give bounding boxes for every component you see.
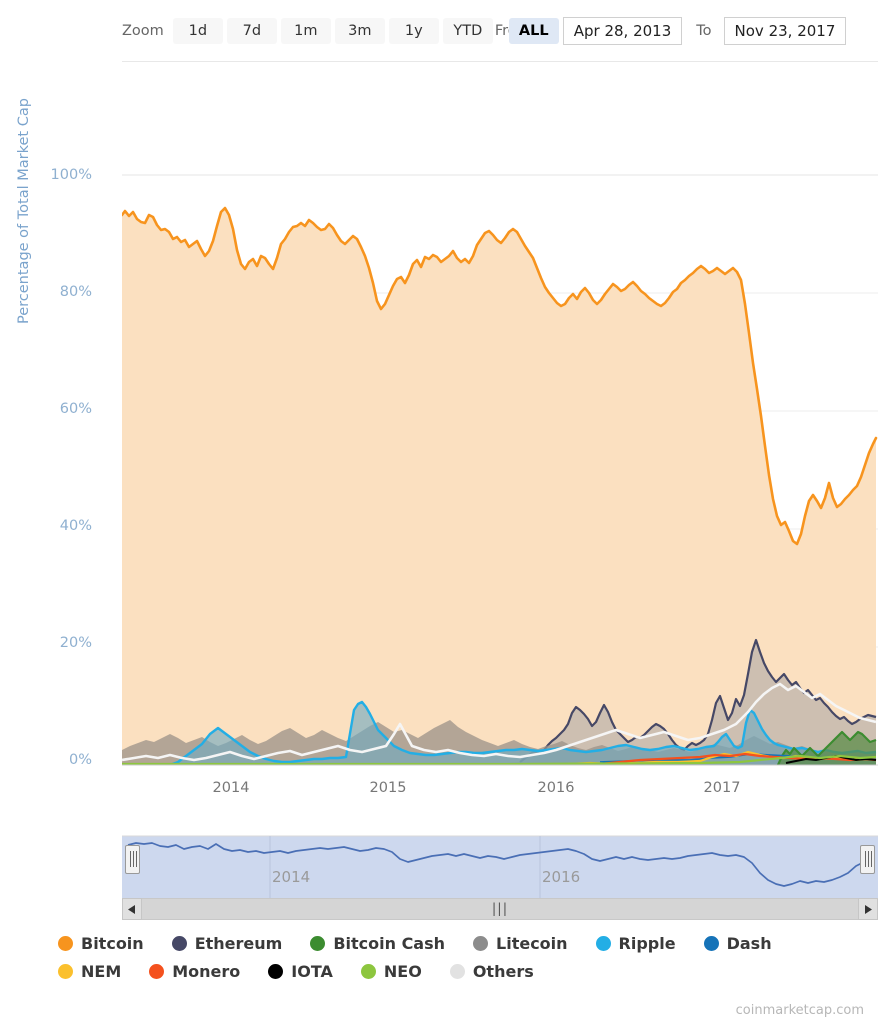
legend-item-bitcoin-cash[interactable]: Bitcoin Cash <box>310 934 445 953</box>
series-line-ripple <box>169 700 877 765</box>
y-tick-60: 60% <box>59 401 92 417</box>
legend-item-neo[interactable]: NEO <box>360 962 422 981</box>
series-line-neo <box>122 754 877 765</box>
navigator-year-label-2014: 2014 <box>272 868 310 886</box>
legend-dot-bitcoin-cash <box>310 936 326 951</box>
legend-dot-bitcoin <box>58 936 73 951</box>
navigator[interactable]: 2014 2016 <box>0 818 878 918</box>
x-tick-2014: 2014 <box>212 780 250 796</box>
range-selector-bar: Zoom 1d 7d 1m 3m 1y YTD From ALL Apr 28,… <box>0 0 878 62</box>
legend-dot-ripple <box>595 936 611 951</box>
x-tick-2015: 2015 <box>369 780 407 796</box>
y-tick-0: 0% <box>68 752 92 768</box>
legend-dot-others <box>449 964 465 979</box>
y-tick-20: 20% <box>59 635 92 651</box>
navigator-left-handle[interactable] <box>125 845 140 874</box>
zoom-button-3m[interactable]: 3m <box>334 18 385 44</box>
y-tick-40: 40% <box>59 518 92 534</box>
navigator-scrollbar[interactable]: ||| <box>122 898 878 920</box>
legend-item-bitcoin[interactable]: Bitcoin <box>58 934 144 953</box>
from-date-input[interactable]: Apr 28, 2013 <box>562 17 683 45</box>
series-area-bitcoin <box>122 208 876 765</box>
series-line-bitcoin <box>122 206 878 546</box>
legend-label-others: Others <box>472 962 534 981</box>
legend-item-nem[interactable]: NEM <box>58 962 121 981</box>
navigator-year-label-2016: 2016 <box>542 868 580 886</box>
y-tick-80: 80% <box>59 284 92 300</box>
legend-label-dash: Dash <box>726 934 772 953</box>
to-date-input[interactable]: Nov 23, 2017 <box>723 17 847 45</box>
x-tick-2016: 2016 <box>537 780 575 796</box>
legend-label-bitcoin-cash: Bitcoin Cash <box>333 934 446 953</box>
zoom-button-all[interactable]: ALL <box>508 18 559 44</box>
legend-label-monero: Monero <box>172 962 241 981</box>
legend-item-iota[interactable]: IOTA <box>268 962 333 981</box>
legend-dot-dash <box>703 936 719 951</box>
y-axis-ticks: 100% 80% 60% 40% 20% 0% <box>20 62 92 802</box>
zoom-label: Zoom <box>122 23 164 39</box>
to-label: To <box>696 23 712 39</box>
legend-item-dash[interactable]: Dash <box>703 934 772 953</box>
chart-legend: Bitcoin Ethereum Bitcoin Cash Litecoin R… <box>58 934 870 990</box>
legend-item-others[interactable]: Others <box>449 962 534 981</box>
legend-dot-litecoin <box>473 936 489 951</box>
zoom-button-1m[interactable]: 1m <box>280 18 331 44</box>
legend-label-bitcoin: Bitcoin <box>81 934 144 953</box>
legend-label-ripple: Ripple <box>618 934 676 953</box>
toolbar-divider <box>122 61 878 62</box>
navigator-selection-mask <box>122 836 878 898</box>
series-line-monero <box>599 752 877 765</box>
navigator-right-handle[interactable] <box>860 845 875 874</box>
legend-label-ethereum: Ethereum <box>194 934 283 953</box>
watermark: coinmarketcap.com <box>735 1003 864 1018</box>
legend-item-ethereum[interactable]: Ethereum <box>171 934 283 953</box>
legend-dot-nem <box>58 964 73 979</box>
x-tick-2017: 2017 <box>703 780 741 796</box>
legend-item-litecoin[interactable]: Litecoin <box>473 934 568 953</box>
legend-row-1: Bitcoin Ethereum Bitcoin Cash Litecoin R… <box>58 934 870 953</box>
y-tick-100: 100% <box>50 167 92 183</box>
scroll-left-button[interactable] <box>122 898 142 920</box>
legend-dot-monero <box>149 964 165 979</box>
legend-label-iota: IOTA <box>291 962 333 981</box>
legend-label-nem: NEM <box>81 962 122 981</box>
legend-item-monero[interactable]: Monero <box>149 962 240 981</box>
caret-right-icon <box>865 904 872 914</box>
main-chart[interactable]: Percentage of Total Market Cap 100% 80% … <box>0 62 878 802</box>
series-line-bitcoin-cash <box>776 730 877 765</box>
legend-row-2: NEM Monero IOTA NEO Others <box>58 962 870 981</box>
chart-plot-area[interactable] <box>0 62 878 802</box>
scroll-right-button[interactable] <box>858 898 878 920</box>
navigator-chart[interactable]: 2014 2016 <box>122 818 878 898</box>
legend-dot-ethereum <box>171 936 187 951</box>
scrollbar-grip[interactable]: ||| <box>491 901 509 917</box>
navigator-series-line <box>127 842 873 887</box>
zoom-button-1y[interactable]: 1y <box>388 18 439 44</box>
series-line-others <box>122 682 877 762</box>
series-line-ethereum <box>519 638 877 763</box>
legend-dot-neo <box>360 964 376 979</box>
legend-label-litecoin: Litecoin <box>496 934 568 953</box>
legend-dot-iota <box>268 964 284 979</box>
scrollbar-track[interactable]: ||| <box>142 898 858 920</box>
legend-label-neo: NEO <box>383 962 422 981</box>
legend-item-ripple[interactable]: Ripple <box>595 934 676 953</box>
zoom-button-ytd[interactable]: YTD <box>442 18 493 44</box>
caret-left-icon <box>128 904 135 914</box>
zoom-button-1d[interactable]: 1d <box>172 18 223 44</box>
zoom-button-7d[interactable]: 7d <box>226 18 277 44</box>
